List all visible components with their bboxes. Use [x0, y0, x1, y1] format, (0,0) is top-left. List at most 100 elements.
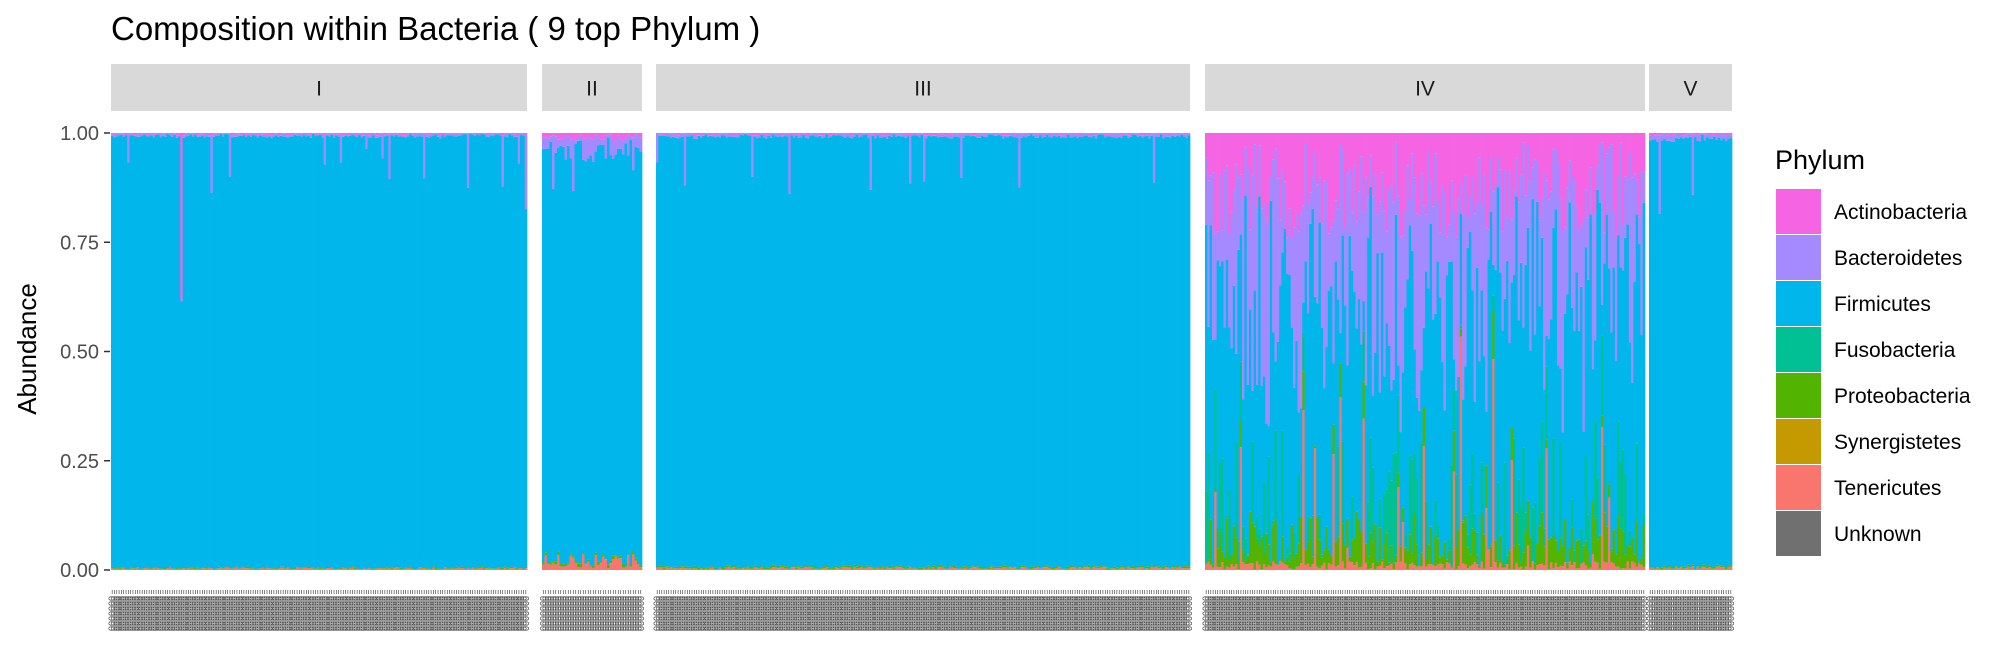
x-tick-label: 0000000: [1130, 596, 1140, 631]
bar-segment-bacteroidetes: [1221, 230, 1224, 262]
bar-segment-actinobacteria: [864, 133, 868, 134]
bar-segment-actinobacteria: [1684, 133, 1688, 135]
bar-segment-firmicutes: [1635, 214, 1639, 444]
x-tick-label: 0000000: [743, 596, 753, 631]
bar-segment-actinobacteria: [1237, 133, 1241, 178]
bar-segment-firmicutes: [1694, 137, 1697, 570]
x-tick-label: 0000000: [1516, 596, 1526, 631]
bar-segment-fusobacteria: [1288, 553, 1292, 562]
bar-segment-firmicutes: [1612, 267, 1616, 530]
bar-segment-tenericutes: [300, 568, 304, 570]
bar-segment-firmicutes: [448, 135, 452, 569]
bar-segment-tenericutes: [1698, 569, 1702, 570]
x-tick-label: 0000000: [917, 596, 927, 631]
bar-segment-proteobacteria: [1390, 545, 1393, 564]
x-tick-label: 0000000: [623, 596, 633, 631]
bar-segment-bacteroidetes: [629, 136, 633, 140]
bar-segment-tenericutes: [1696, 566, 1700, 570]
bar-segment-bacteroidetes: [404, 134, 408, 138]
bar-segment-actinobacteria: [619, 133, 623, 140]
bar-segment-tenericutes: [1543, 565, 1546, 570]
bar-segment-firmicutes: [1283, 229, 1287, 562]
bar-segment-actinobacteria: [911, 133, 915, 134]
bar-segment-tenericutes: [1187, 568, 1191, 570]
bar-segment-bacteroidetes: [1148, 134, 1151, 139]
legend-swatch-fusobacteria: [1776, 327, 1821, 372]
bar-segment-tenericutes: [816, 569, 819, 570]
bar-segment-firmicutes: [1658, 213, 1662, 568]
bar-segment-tenericutes: [943, 568, 947, 570]
bar-segment-firmicutes: [1667, 140, 1671, 567]
bar-segment-actinobacteria: [423, 133, 426, 134]
bar-segment-firmicutes: [1293, 387, 1296, 534]
x-tick-label: 0000000: [488, 596, 498, 631]
x-tick-label: 0000000: [1546, 596, 1556, 631]
bar-segment-actinobacteria: [1715, 133, 1719, 135]
bar-segment-bacteroidetes: [1413, 177, 1417, 350]
x-tick-label: 0000000: [1551, 596, 1561, 631]
bar-segment-proteobacteria: [1547, 539, 1551, 570]
bar-segment-firmicutes: [1686, 137, 1690, 565]
bar-segment-proteobacteria: [134, 568, 137, 570]
bar-segment-firmicutes: [1422, 327, 1426, 407]
bar-segment-tenericutes: [1459, 336, 1463, 570]
bar-segment-actinobacteria: [1455, 133, 1458, 237]
x-tick-label: 0000000: [1268, 596, 1278, 631]
x-tick-label: 0000000: [975, 596, 985, 631]
bar-segment-firmicutes: [809, 135, 812, 566]
legend-label-unknown: Unknown: [1834, 523, 1922, 546]
x-tick-label: 0000000: [274, 596, 284, 631]
x-tick-label: 0000000: [1005, 596, 1015, 631]
x-tick-label: 0000000: [708, 596, 718, 631]
facet-strip: [656, 64, 1190, 111]
bar-segment-bacteroidetes: [1568, 160, 1572, 203]
bar-segment-actinobacteria: [1155, 133, 1158, 134]
bar-segment-firmicutes: [251, 134, 255, 568]
bar-segment-firmicutes: [1717, 137, 1721, 566]
bar-segment-tenericutes: [1573, 562, 1576, 570]
bar-segment-actinobacteria: [614, 133, 618, 141]
x-tick-label: 0000000: [352, 596, 362, 631]
bar-segment-tenericutes: [1496, 567, 1500, 570]
bar-segment-proteobacteria: [1101, 566, 1105, 568]
x-tick-label: 0000000: [500, 596, 510, 631]
bar-segment-proteobacteria: [1466, 547, 1470, 569]
bar-segment-bacteroidetes: [1390, 185, 1393, 391]
bar-segment-firmicutes: [1533, 334, 1537, 503]
bar-segment-firmicutes: [614, 154, 618, 556]
bar-segment-firmicutes: [1048, 137, 1052, 567]
x-tick-label: 0000000: [1375, 596, 1385, 631]
bar-segment-tenericutes: [1311, 564, 1315, 570]
bar-segment-tenericutes: [362, 568, 366, 570]
bar-segment-actinobacteria: [510, 133, 514, 135]
bar-segment-firmicutes: [1323, 388, 1326, 551]
x-tick-label: 0000000: [692, 596, 702, 631]
bar-segment-firmicutes: [869, 189, 873, 566]
bar-segment-firmicutes: [1621, 270, 1625, 450]
bar-segment-bacteroidetes: [1543, 172, 1546, 390]
bar-segment-firmicutes: [351, 134, 355, 567]
bar-segment-actinobacteria: [494, 133, 498, 134]
bar-segment-tenericutes: [786, 568, 789, 570]
bar-segment-firmicutes: [462, 134, 465, 567]
bar-segment-tenericutes: [1466, 568, 1470, 570]
bar-segment-tenericutes: [776, 568, 780, 570]
bar-segment-firmicutes: [136, 136, 140, 568]
bar-segment-proteobacteria: [411, 568, 415, 569]
bar-segment-proteobacteria: [196, 567, 200, 569]
x-tick-label: 0000000: [405, 596, 415, 631]
bar-segment-firmicutes: [1475, 267, 1479, 533]
bar-segment-tenericutes: [355, 568, 359, 570]
x-tick-label: 0000000: [1303, 596, 1313, 631]
bar-segment-bacteroidetes: [291, 135, 294, 137]
bar-segment-tenericutes: [1408, 564, 1412, 570]
x-tick-label: 0000000: [1098, 596, 1108, 631]
bar-segment-bacteroidetes: [769, 134, 773, 138]
bar-segment-bacteroidetes: [1164, 134, 1168, 138]
bar-segment-firmicutes: [1665, 140, 1669, 569]
bar-segment-firmicutes: [1466, 247, 1470, 535]
bar-segment-firmicutes: [846, 136, 850, 566]
bar-segment-bacteroidetes: [1290, 237, 1294, 328]
bar-segment-proteobacteria: [955, 566, 959, 569]
bar-segment-firmicutes: [1162, 138, 1165, 567]
